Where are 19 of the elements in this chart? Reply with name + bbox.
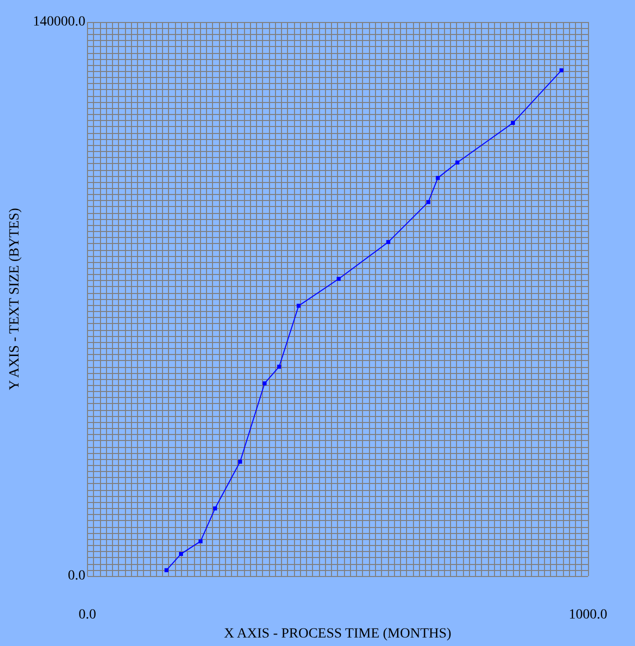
point (296, 304, 301, 308)
point (510, 120, 515, 125)
point (164, 568, 168, 572)
point (559, 68, 564, 72)
x-axis-title: X AXIS - PROCESS TIME (MONTHS) (224, 626, 452, 642)
point (336, 276, 341, 281)
y-tick-label: 140000.0 (32, 14, 86, 30)
point (179, 552, 184, 556)
point (213, 506, 218, 510)
point (262, 381, 267, 386)
point (198, 539, 203, 544)
x-tick-label: 1000.0 (568, 608, 608, 623)
point (455, 160, 460, 165)
point (426, 200, 430, 204)
point (386, 240, 390, 244)
y-axis-title: Y AXIS - TEXT SIZE (BYTES) (8, 208, 22, 390)
point (277, 364, 282, 369)
point (238, 460, 242, 464)
point (436, 176, 440, 180)
